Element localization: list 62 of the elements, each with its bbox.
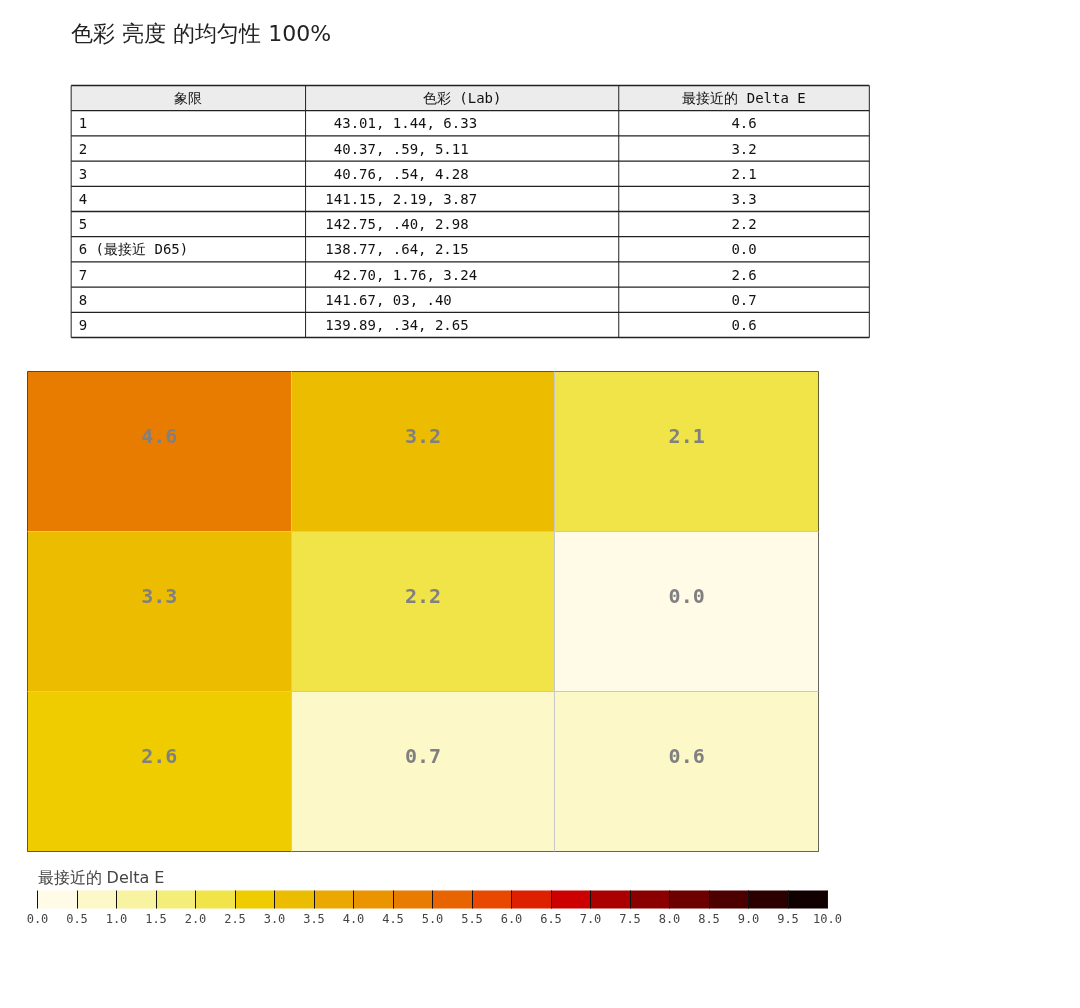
text: 7	[78, 266, 88, 283]
text: 4	[78, 190, 88, 207]
text: 3.3	[731, 190, 757, 207]
text: 42.70, 1.76, 3.24	[333, 266, 478, 283]
color-bar-label: 2.5	[224, 911, 246, 926]
data-label: 4.6	[141, 423, 178, 448]
color-bar-label: 6.5	[540, 911, 562, 926]
text: 141.67, 03, .40	[325, 291, 452, 308]
color-bar-label: 7.5	[619, 911, 641, 926]
text: 9	[78, 316, 88, 333]
color-bar-label: 5.5	[461, 911, 483, 926]
text: 最接近的 Delta E	[682, 90, 806, 107]
text: 8	[78, 291, 88, 308]
text: 138.77, .64, 2.15	[325, 241, 469, 258]
text: 色彩 (Lab)	[422, 90, 502, 107]
text: 139.89, .34, 2.65	[325, 316, 469, 333]
color-bar-label: 8.5	[698, 911, 720, 926]
data-label: 3.2	[404, 423, 442, 448]
text: 43.01, 1.44, 6.33	[333, 115, 478, 132]
color-bar-label: 8.0	[658, 911, 681, 926]
color-bar-label: 7.0	[579, 911, 602, 926]
text: 5	[78, 216, 88, 233]
color-bar-label: 5.0	[421, 911, 444, 926]
color-bar-label: 3.0	[263, 911, 286, 926]
color-bar-label: 1.0	[105, 911, 128, 926]
text: 2.2	[731, 216, 757, 233]
text: 0.6	[731, 316, 757, 333]
color-bar-label: 9.5	[777, 911, 799, 926]
data-label: 2.1	[668, 423, 705, 448]
text: 3	[78, 165, 88, 182]
color-bar-label: 3.5	[303, 911, 325, 926]
text: 40.37, .59, 5.11	[333, 140, 469, 157]
text: 3.2	[731, 140, 757, 157]
color-bar-label: 4.0	[342, 911, 365, 926]
color-bar-label: 4.5	[382, 911, 404, 926]
color-bar-label: 2.0	[184, 911, 207, 926]
text: 4.6	[731, 115, 757, 132]
text: 40.76, .54, 4.28	[333, 165, 469, 182]
data-label: 0.7	[404, 743, 442, 768]
color-bar-label: 10.0	[813, 911, 842, 926]
color-bar-label: 0.0	[26, 911, 49, 926]
text: 1	[78, 115, 88, 132]
text: 2.1	[731, 165, 757, 182]
data-label: 2.2	[404, 583, 442, 608]
color-bar-label: 0.5	[66, 911, 88, 926]
color-bar-label: 1.5	[145, 911, 167, 926]
text: 象限	[174, 90, 203, 107]
color-bar-label: 9.0	[737, 911, 760, 926]
data-label: 0.6	[668, 743, 705, 768]
text: 142.75, .40, 2.98	[325, 216, 469, 233]
color-bar-label: 6.0	[500, 911, 523, 926]
data-label: 3.3	[141, 583, 178, 608]
text: 2.6	[731, 266, 757, 283]
text: 2	[78, 140, 88, 157]
text: 0.7	[731, 291, 757, 308]
text: 色彩 亮度 的均匀性 100%	[71, 21, 332, 46]
text: 141.15, 2.19, 3.87	[325, 190, 478, 207]
data-label: 0.0	[668, 583, 705, 608]
color-bar-title: 最接近的 Delta E	[37, 867, 165, 887]
text: 6 (最接近 D65)	[78, 241, 189, 258]
text: 0.0	[731, 241, 757, 258]
data-label: 2.6	[141, 743, 178, 768]
